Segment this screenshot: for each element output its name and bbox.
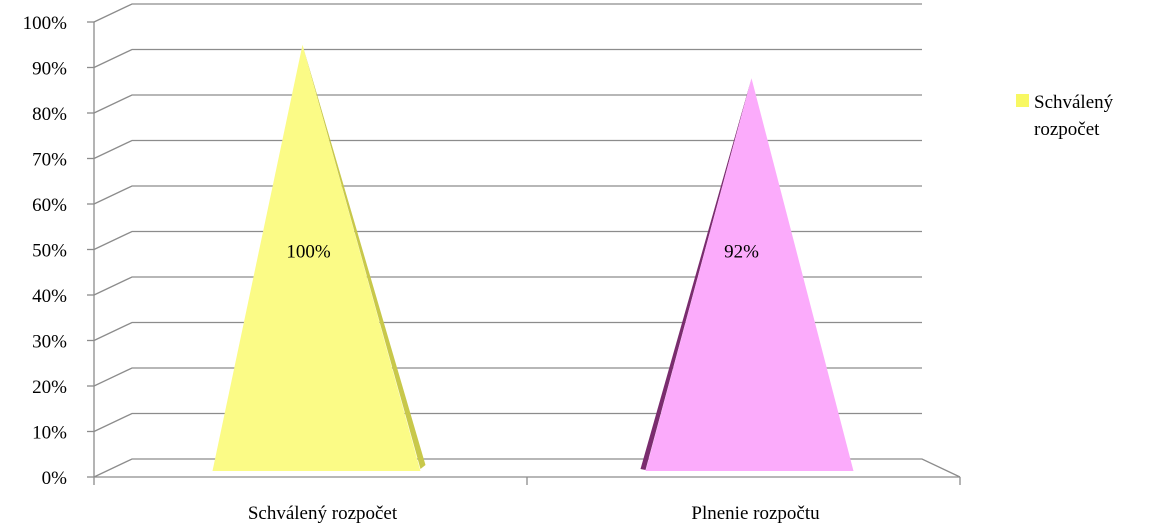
pyramid-bar	[645, 78, 854, 471]
y-tick-label: 80%	[32, 104, 67, 125]
data-label: 92%	[724, 242, 759, 263]
y-tick-label: 40%	[32, 286, 67, 307]
legend-label: Schválený rozpočet	[1034, 92, 1114, 140]
gridline	[93, 276, 922, 296]
gridline	[93, 321, 922, 342]
gridline	[93, 3, 922, 23]
x-tick-label: Plnenie rozpočtu	[691, 503, 820, 524]
axes	[87, 21, 961, 485]
gridline	[93, 185, 922, 205]
floor-outline	[93, 458, 961, 478]
legend: Schválený rozpočet	[1016, 89, 1146, 143]
y-tick-label: 0%	[42, 468, 68, 489]
gridline	[93, 230, 922, 251]
y-tick-label: 30%	[32, 332, 67, 353]
y-tick-labels: 0% 10% 20% 30% 40% 50% 60% 70% 80% 90% 100%	[23, 13, 68, 489]
y-tick-label: 60%	[32, 195, 67, 216]
pyramid-bars	[212, 44, 854, 471]
gridline	[93, 139, 922, 160]
gridline	[93, 367, 922, 387]
y-tick-label: 100%	[23, 13, 68, 34]
y-tick-label: 50%	[32, 241, 67, 262]
x-tick-label: Schválený rozpočet	[248, 503, 398, 524]
y-tick-label: 90%	[32, 59, 67, 80]
y-tick-label: 70%	[32, 150, 67, 171]
x-tick-labels: Schválený rozpočet Plnenie rozpočtu	[248, 503, 820, 524]
pyramid-side-face	[640, 78, 752, 470]
y-tick-label: 10%	[32, 423, 67, 444]
gridline	[93, 48, 922, 69]
y-tick-label: 20%	[32, 377, 67, 398]
pyramid-bar	[212, 44, 421, 471]
gridlines	[93, 3, 961, 478]
gridline	[93, 94, 922, 114]
data-labels: 100% 92%	[286, 242, 759, 263]
legend-swatch	[1016, 94, 1029, 107]
pyramid-side-face	[302, 44, 426, 469]
data-label: 100%	[286, 242, 331, 263]
